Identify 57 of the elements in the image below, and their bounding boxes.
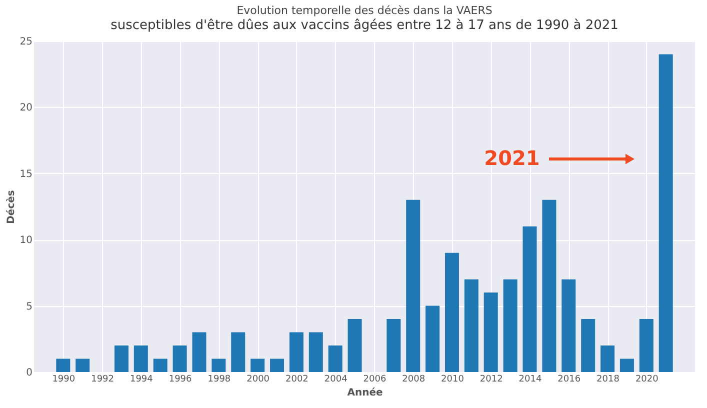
bar xyxy=(406,200,420,372)
x-tick-label: 1994 xyxy=(130,374,154,384)
bar xyxy=(484,292,498,372)
x-tick-label: 2002 xyxy=(286,374,308,384)
bar xyxy=(114,346,128,372)
bar xyxy=(328,346,342,372)
y-tick-label: 10 xyxy=(20,235,32,246)
x-tick-label: 1990 xyxy=(52,374,76,384)
bar xyxy=(250,358,265,372)
bar xyxy=(581,319,596,372)
x-tick-label: 2004 xyxy=(324,374,348,384)
x-tick-label: 2000 xyxy=(246,374,270,384)
bar xyxy=(134,346,148,372)
y-tick-label: 5 xyxy=(26,301,32,312)
y-tick-label: 0 xyxy=(26,368,32,378)
y-tick-label: 20 xyxy=(20,102,32,114)
bar xyxy=(231,332,246,372)
bar xyxy=(56,358,70,372)
y-axis-title: Décès xyxy=(6,190,17,224)
bar xyxy=(76,358,90,372)
x-tick-label: 2006 xyxy=(363,374,386,384)
x-tick-label: 1996 xyxy=(168,374,192,384)
bar xyxy=(348,319,362,372)
bar xyxy=(426,306,440,372)
annotation: 2021 xyxy=(484,146,540,170)
bar xyxy=(192,332,206,372)
bar xyxy=(444,252,459,372)
bar xyxy=(386,319,401,372)
bar xyxy=(464,279,478,372)
chart-title: Evolution temporelle des décès dans la VAERS xyxy=(236,4,492,17)
bar xyxy=(212,358,226,372)
x-tick-label: 2018 xyxy=(596,374,620,384)
y-tick-label: 15 xyxy=(20,168,32,180)
bar xyxy=(620,358,634,372)
bar xyxy=(503,279,518,372)
x-tick-label: 2008 xyxy=(402,374,426,384)
x-tick-label: 2016 xyxy=(558,374,581,384)
x-tick-label: 1992 xyxy=(91,374,114,384)
bar xyxy=(172,346,187,372)
x-tick-label: 2014 xyxy=(518,374,542,384)
bar xyxy=(289,332,304,372)
bar xyxy=(522,226,537,372)
bar xyxy=(270,358,284,372)
x-tick-label: 2012 xyxy=(480,374,503,384)
bar xyxy=(562,279,576,372)
x-tick-label: 2010 xyxy=(441,374,464,384)
bar xyxy=(600,346,615,372)
bar xyxy=(542,200,556,372)
x-axis-title: Année xyxy=(347,388,383,398)
bar xyxy=(308,332,323,372)
bar xyxy=(658,54,673,372)
y-tick-label: 25 xyxy=(20,36,32,48)
x-tick-label: 1998 xyxy=(208,374,231,384)
bar xyxy=(153,358,168,372)
bar xyxy=(639,319,654,372)
x-tick-label: 2020 xyxy=(635,374,659,384)
chart-subtitle: susceptibles d'être dûes aux vaccins âgées entre 12 à 17 ans de 1990 à 2021 xyxy=(110,18,618,33)
